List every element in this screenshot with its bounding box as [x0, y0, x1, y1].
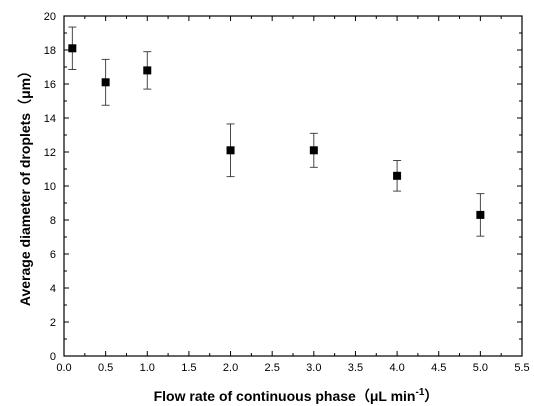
y-tick-label: 16 [44, 79, 56, 91]
y-tick-label: 2 [50, 317, 56, 329]
y-tick-label: 12 [44, 147, 56, 159]
data-point [101, 78, 110, 87]
axes [63, 15, 523, 357]
y-tick-label: 8 [50, 215, 56, 227]
x-tick-label: 0.0 [56, 362, 71, 374]
data-points [68, 44, 485, 219]
x-tick-label: 1.0 [140, 362, 155, 374]
data-point [226, 146, 235, 155]
y-axis-ticks: 0 2 4 6 8 10 12 14 16 18 20 [44, 11, 522, 363]
y-tick-label: 14 [44, 113, 56, 125]
x-tick-label: 2.0 [223, 362, 238, 374]
x-tick-label: 5.0 [473, 362, 488, 374]
data-point [309, 146, 318, 155]
x-axis-title-unit: μL min [370, 388, 416, 404]
y-tick-label: 20 [44, 11, 56, 23]
plot-frame [63, 15, 523, 357]
x-tick-label: 3.5 [348, 362, 363, 374]
data-point [476, 210, 485, 219]
data-point [68, 44, 77, 53]
x-axis-title-main: Flow rate of continuous phase（ [154, 388, 370, 404]
y-tick-label: 10 [44, 181, 56, 193]
x-tick-label: 4.0 [389, 362, 404, 374]
x-tick-label: 4.5 [431, 362, 446, 374]
x-axis-title: Flow rate of continuous phase（μL min-1） [154, 387, 439, 404]
error-bars [68, 26, 485, 237]
x-tick-label: 0.5 [98, 362, 113, 374]
x-axis-title-close: ） [424, 388, 438, 404]
x-tick-label: 3.0 [306, 362, 321, 374]
x-axis-title-exponent: -1 [415, 387, 424, 398]
y-tick-label: 6 [50, 249, 56, 261]
y-tick-label: 4 [50, 283, 56, 295]
y-tick-label: 18 [44, 45, 56, 57]
x-tick-label: 1.5 [181, 362, 196, 374]
y-axis-title: Average diameter of droplets（μm） [17, 64, 33, 306]
data-point [143, 66, 152, 75]
x-tick-label: 5.5 [514, 362, 529, 374]
data-point [393, 171, 402, 180]
x-axis-ticks: 0.0 0.5 1.0 1.5 2.0 2.5 3.0 3.5 4.0 4.5 5.0 5.5 [56, 16, 530, 374]
y-tick-label: 0 [50, 351, 56, 363]
x-tick-label: 2.5 [265, 362, 280, 374]
